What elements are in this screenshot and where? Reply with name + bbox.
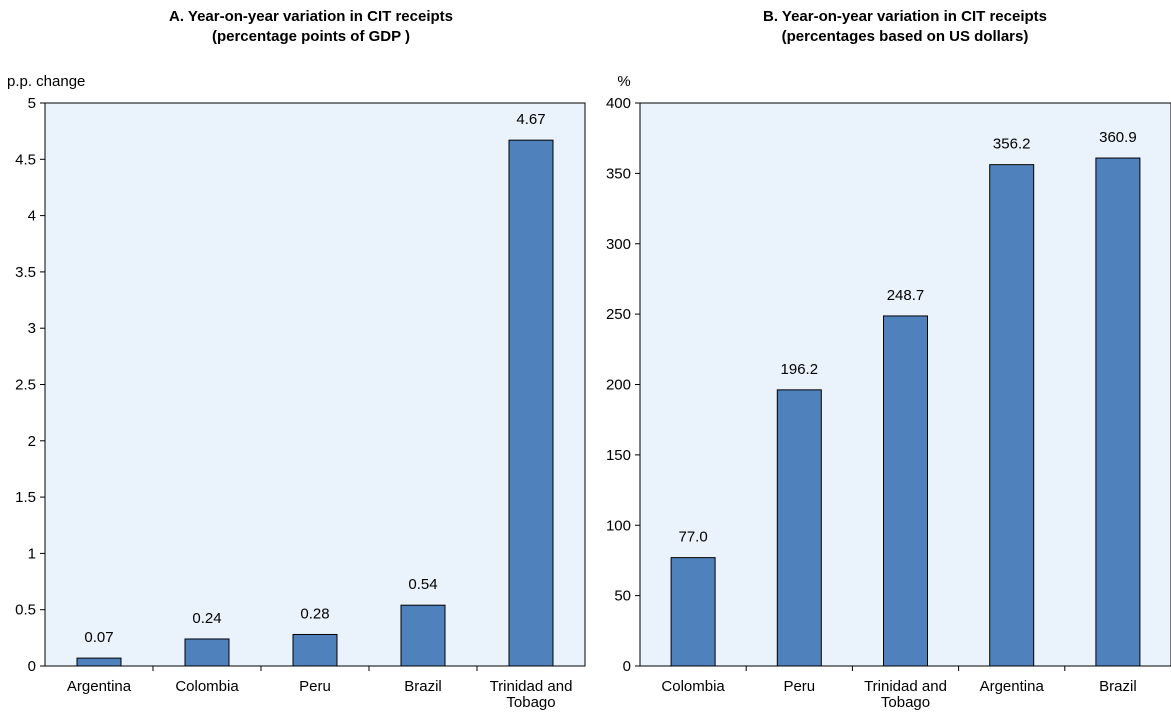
bar-brazil <box>1095 157 1141 667</box>
category-label: Trinidad and Tobago <box>490 678 573 711</box>
panel-b-bars <box>670 157 1141 671</box>
bar-trinidad-and-tobago <box>883 315 928 667</box>
category-label: Trinidad and Tobago <box>864 678 947 711</box>
y-tick-label: 1 <box>28 545 36 562</box>
panel-a: A. Year-on-year variation in CIT receipt… <box>7 8 586 711</box>
panel-b-y-axis-label: % <box>617 73 630 90</box>
category-label: Colombia <box>175 678 239 695</box>
bar-peru <box>776 389 822 667</box>
data-label: 0.24 <box>192 610 221 627</box>
bar-argentina <box>989 164 1035 667</box>
y-tick-label: 1.5 <box>15 489 36 506</box>
data-label: 356.2 <box>993 136 1031 153</box>
category-label: Colombia <box>661 678 725 695</box>
data-label: 4.67 <box>516 111 545 128</box>
panel-b-category-labels: Colombia Peru Trinidad and Tobago Argentina B… <box>661 678 1136 711</box>
y-tick-label: 250 <box>606 306 631 323</box>
y-tick-label: 0 <box>623 658 631 675</box>
panel-b-title-line1: B. Year-on-year variation in CIT receipt… <box>763 8 1047 25</box>
bar-brazil <box>400 604 446 667</box>
data-label: 0.54 <box>408 576 437 593</box>
category-label: Brazil <box>404 678 442 695</box>
y-tick-label: 200 <box>606 377 631 394</box>
data-label: 0.28 <box>300 605 329 622</box>
data-label: 248.7 <box>887 287 925 304</box>
category-label: Argentina <box>67 678 132 695</box>
panel-a-title-line2: (percentage points of GDP ) <box>212 28 410 45</box>
y-tick-label: 300 <box>606 236 631 253</box>
data-label: 0.07 <box>84 629 113 646</box>
y-tick-label: 150 <box>606 447 631 464</box>
y-tick-label: 3 <box>28 320 36 337</box>
category-label: Peru <box>783 678 815 695</box>
bar-trinidad-and-tobago <box>508 139 554 667</box>
y-tick-label: 2.5 <box>15 377 36 394</box>
panel-b-title-line2: (percentages based on US dollars) <box>782 28 1029 45</box>
y-tick-label: 50 <box>614 588 631 605</box>
y-tick-label: 3.5 <box>15 264 36 281</box>
bar-colombia <box>670 557 716 667</box>
y-tick-label: 4 <box>28 208 36 225</box>
bar-argentina <box>76 657 122 667</box>
y-tick-label: 2 <box>28 433 36 450</box>
y-tick-label: 100 <box>606 517 631 534</box>
panel-a-y-axis-label: p.p. change <box>7 73 85 90</box>
panel-a-title-line1: A. Year-on-year variation in CIT receipt… <box>169 8 453 25</box>
panel-b-data-labels: 77.0 196.2 248.7 356.2 360.9 <box>678 129 1136 546</box>
y-tick-label: 0 <box>28 658 36 675</box>
y-tick-label: 4.5 <box>15 151 36 168</box>
panel-a-bars <box>76 139 554 671</box>
y-tick-label: 0.5 <box>15 602 36 619</box>
bar-colombia <box>184 638 230 667</box>
category-label: Brazil <box>1099 678 1137 695</box>
data-label: 77.0 <box>678 529 707 546</box>
panel-a-data-labels: 0.07 0.24 0.28 0.54 4.67 <box>84 111 545 646</box>
panel-a-plot-area <box>44 102 586 667</box>
panel-b: B. Year-on-year variation in CIT receipt… <box>606 8 1171 711</box>
panel-a-category-labels: Argentina Colombia Peru Brazil Trinidad and T… <box>67 678 573 711</box>
y-tick-label: 5 <box>28 95 36 112</box>
panel-b-y-ticks: 0 50 100 150 200 250 300 350 400 <box>606 95 640 675</box>
y-tick-label: 400 <box>606 95 631 112</box>
bar-peru <box>292 633 338 667</box>
panel-a-y-ticks: 0 0.5 1 1.5 2 2.5 3 3.5 4 4.5 5 <box>15 95 45 675</box>
data-label: 196.2 <box>781 361 819 378</box>
category-label: Argentina <box>980 678 1045 695</box>
category-label: Peru <box>299 678 331 695</box>
data-label: 360.9 <box>1099 129 1137 146</box>
y-tick-label: 350 <box>606 165 631 182</box>
